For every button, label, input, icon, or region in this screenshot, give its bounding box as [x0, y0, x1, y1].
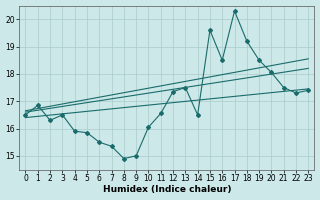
X-axis label: Humidex (Indice chaleur): Humidex (Indice chaleur): [103, 185, 231, 194]
